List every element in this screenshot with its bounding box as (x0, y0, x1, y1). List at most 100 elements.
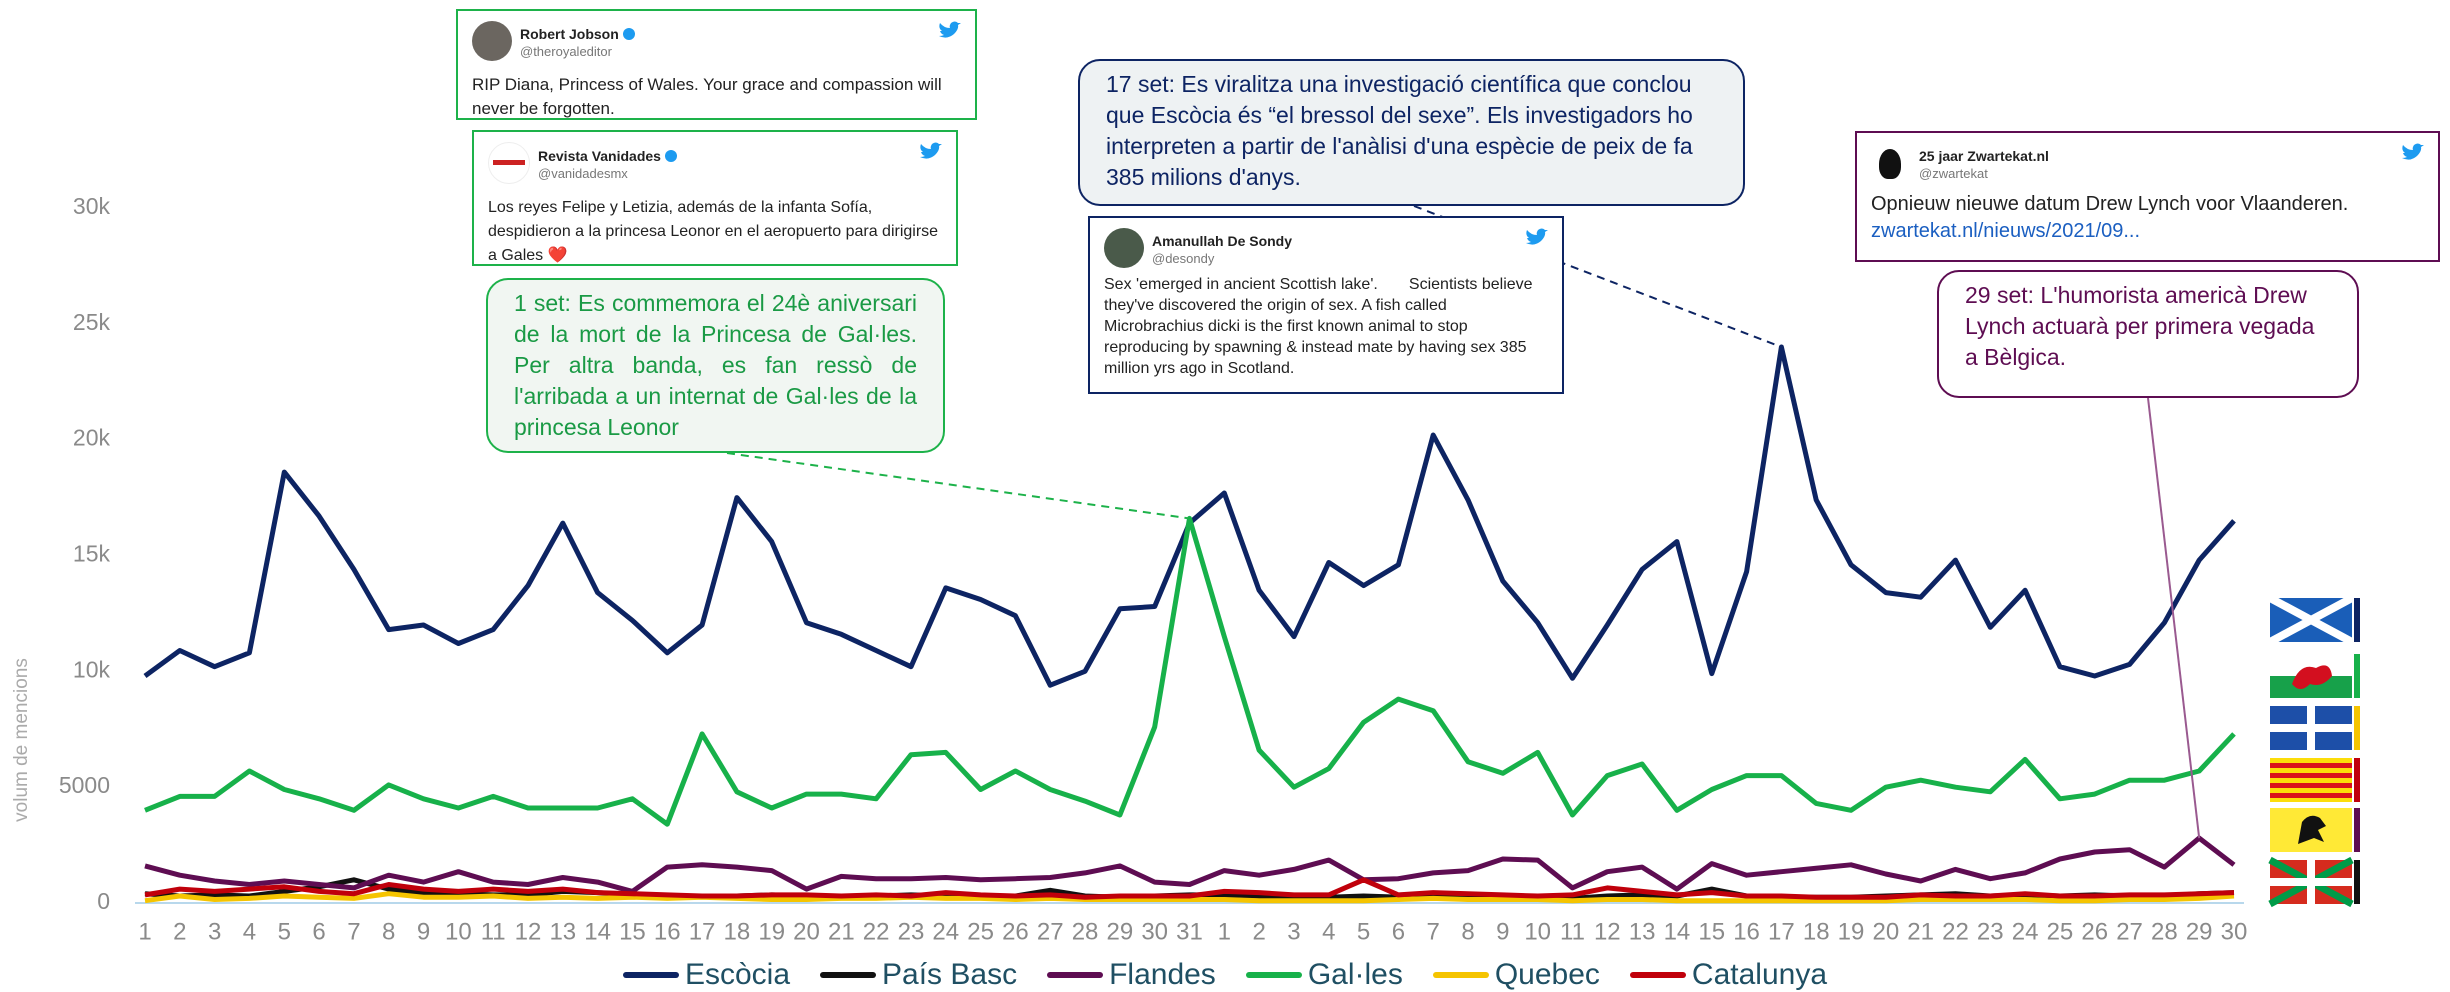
x-tick-label: 26 (1002, 918, 1029, 945)
page: volum de mencions 0500010k15k20k25k30k12… (0, 0, 2450, 992)
avatar-logo (493, 160, 525, 165)
x-tick-label: 10 (445, 918, 472, 945)
annotation: 1 set: Es commemora el 24è aniversari de… (486, 278, 945, 453)
x-tick-label: 28 (2151, 918, 2178, 945)
x-tick-label: 7 (347, 918, 360, 945)
x-tick-label: 3 (208, 918, 221, 945)
twitter-icon (937, 21, 961, 41)
x-tick-label: 15 (619, 918, 646, 945)
x-tick-label: 1 (1218, 918, 1231, 945)
y-tick-label: 10k (73, 656, 111, 682)
author-name: Revista Vanidades (538, 148, 661, 164)
x-tick-label: 17 (689, 918, 716, 945)
x-tick-label: 10 (1524, 918, 1551, 945)
x-tick-label: 14 (1664, 918, 1691, 945)
tweet-author: Revista Vanidades @vanidadesmx (538, 146, 677, 181)
avatar (1104, 228, 1144, 268)
y-tick-label: 20k (73, 425, 111, 451)
legend-swatch (1246, 972, 1302, 978)
flag-quebec (2270, 706, 2360, 750)
x-tick-label: 24 (2012, 918, 2039, 945)
tweet-header: Revista Vanidades @vanidadesmx (488, 142, 942, 184)
x-tick-label: 27 (2116, 918, 2143, 945)
legend-label: Catalunya (1692, 958, 1827, 992)
x-tick-label: 9 (417, 918, 430, 945)
tweet-text: RIP Diana, Princess of Wales. Your grace… (472, 73, 961, 121)
avatar (472, 21, 512, 61)
x-tick-label: 11 (1560, 918, 1585, 945)
x-tick-label: 3 (1287, 918, 1300, 945)
legend-item: País Basc (820, 958, 1017, 992)
legend-swatch (623, 972, 679, 978)
x-tick-label: 29 (2186, 918, 2213, 945)
author-handle: @zwartekat (1919, 166, 2049, 181)
y-tick-label: 15k (73, 541, 111, 567)
x-tick-label: 13 (1629, 918, 1656, 945)
tweet-header: 25 jaar Zwartekat.nl @zwartekat (1871, 143, 2424, 183)
series-line (145, 838, 2234, 891)
x-tick-label: 22 (863, 918, 890, 945)
x-tick-label: 28 (1072, 918, 1099, 945)
legend-item: Escòcia (623, 958, 790, 992)
legend-swatch (1433, 972, 1489, 978)
author-name: 25 jaar Zwartekat.nl (1919, 148, 2049, 164)
x-tick-label: 18 (1803, 918, 1830, 945)
x-tick-label: 13 (549, 918, 576, 945)
x-tick-label: 16 (654, 918, 681, 945)
avatar (488, 142, 530, 184)
legend-label: Gal·les (1308, 958, 1403, 992)
tweet-text: Sex 'emerged in ancient Scottish lake'. … (1104, 274, 1548, 379)
tweet-card: Amanullah De Sondy@desondy Sex 'emerged … (1088, 216, 1564, 394)
flag-wales (2270, 654, 2360, 698)
x-tick-label: 25 (967, 918, 994, 945)
x-tick-label: 15 (1698, 918, 1725, 945)
tweet-card: 25 jaar Zwartekat.nl @zwartekat Opnieuw n… (1855, 131, 2440, 262)
x-tick-label: 23 (898, 918, 925, 945)
legend-swatch (1047, 972, 1103, 978)
x-tick-label: 21 (1907, 918, 1934, 945)
tweet-author: 25 jaar Zwartekat.nl @zwartekat (1919, 146, 2049, 181)
author-handle: @vanidadesmx (538, 166, 677, 181)
x-tick-label: 2 (173, 918, 186, 945)
legend-label: País Basc (882, 958, 1017, 992)
legend-item: Gal·les (1246, 958, 1403, 992)
x-tick-label: 8 (382, 918, 395, 945)
legend-swatch (820, 972, 876, 978)
annotation: 17 set: Es viralitza una investigació ci… (1078, 59, 1745, 206)
y-tick-label: 5000 (59, 772, 110, 798)
y-tick-label: 0 (97, 888, 110, 914)
x-tick-label: 23 (1977, 918, 2004, 945)
x-tick-label: 27 (1037, 918, 1064, 945)
x-tick-label: 14 (584, 918, 611, 945)
y-tick-label: 25k (73, 309, 111, 335)
tweet-link[interactable]: zwartekat.nl/nieuws/2021/09... (1871, 220, 2140, 242)
author-name: Amanullah De Sondy (1152, 233, 1292, 249)
author-handle: @theroyaleditor (520, 44, 635, 59)
flags (2270, 598, 2360, 904)
annotation-leader (2148, 398, 2199, 838)
x-tick-label: 17 (1768, 918, 1795, 945)
verified-badge (665, 150, 677, 162)
x-tick-label: 5 (1357, 918, 1370, 945)
flag-catalonia (2270, 758, 2360, 802)
avatar-cat (1879, 149, 1901, 179)
tweet-author: Robert Jobson@theroyaleditor (520, 24, 635, 59)
x-tick-label: 1 (138, 918, 151, 945)
x-tick-label: 18 (724, 918, 751, 945)
x-tick-label: 12 (515, 918, 542, 945)
x-tick-label: 30 (1141, 918, 1168, 945)
x-tick-label: 26 (2081, 918, 2108, 945)
x-tick-label: 29 (1107, 918, 1134, 945)
legend-label: Escòcia (685, 958, 790, 992)
x-tick-label: 19 (1838, 918, 1865, 945)
tweet-header: Amanullah De Sondy@desondy (1104, 228, 1548, 268)
annotation-leader (727, 453, 1190, 518)
tweet-card: Revista Vanidades@vanidadesmx Los reyes … (472, 130, 958, 266)
legend-item: Quebec (1433, 958, 1600, 992)
tweet-text-body: Opnieuw nieuwe datum Drew Lynch voor Vla… (1871, 193, 2348, 215)
y-tick-label: 30k (73, 193, 111, 219)
x-tick-label: 30 (2221, 918, 2248, 945)
flag-flanders (2270, 808, 2360, 852)
x-tick-label: 19 (758, 918, 785, 945)
twitter-icon (1524, 228, 1548, 248)
